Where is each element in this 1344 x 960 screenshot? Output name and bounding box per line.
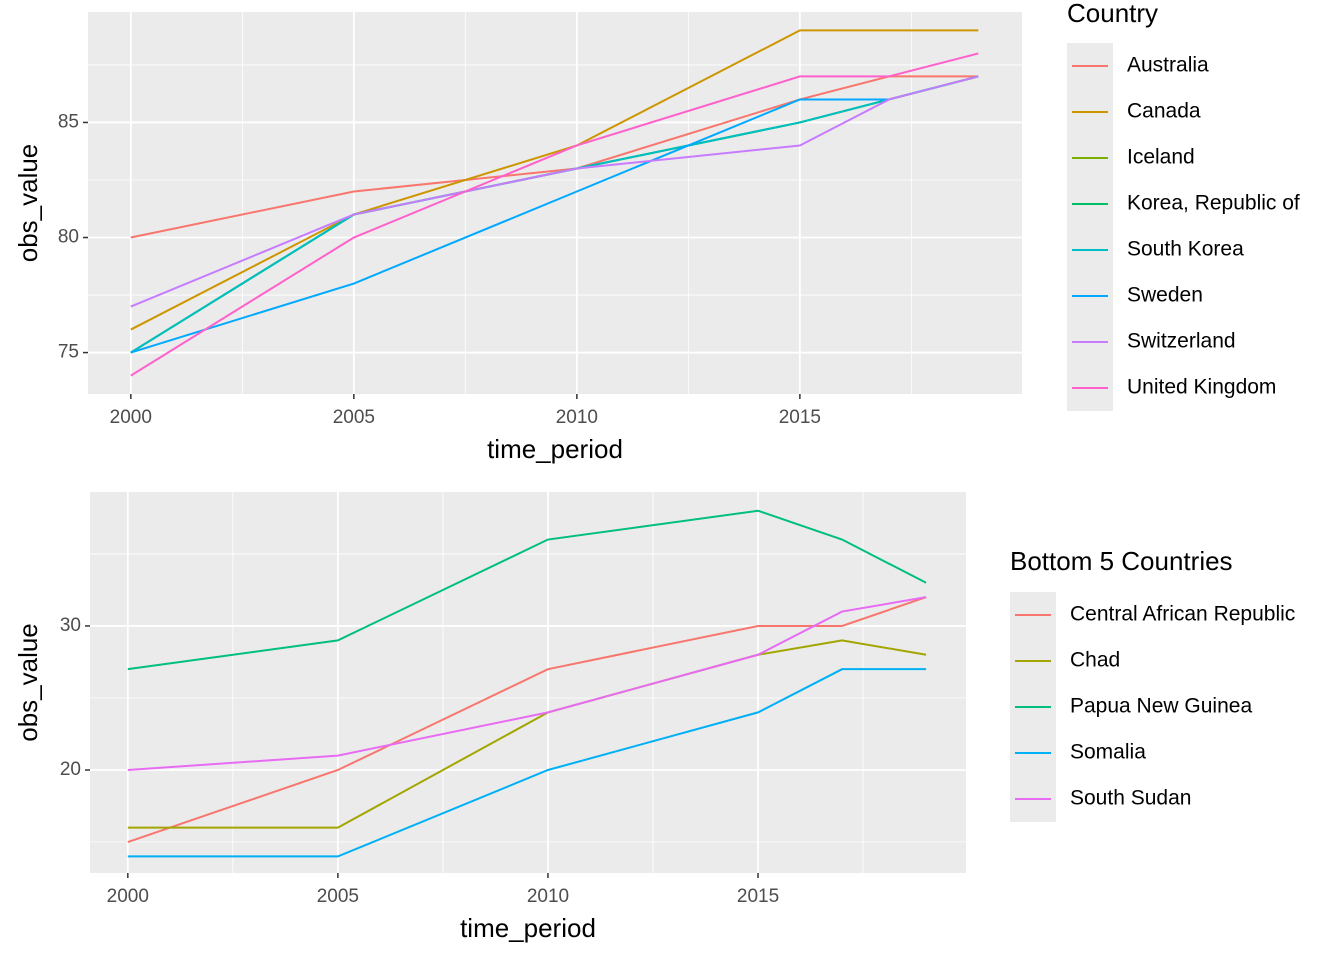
legend-title: Country — [1067, 0, 1158, 28]
x-axis-title: time_period — [460, 913, 596, 943]
x-tick-label: 2000 — [110, 407, 152, 428]
x-tick-label: 2015 — [737, 886, 779, 907]
plot-background — [88, 12, 1022, 394]
chart-panel: 2000 2005 2010 2015 75 80 85 time_period obs_val… — [13, 0, 1300, 464]
x-tick-label: 2005 — [333, 407, 375, 428]
legend-label: Papua New Guinea — [1070, 695, 1252, 718]
x-tick-label: 2005 — [317, 886, 359, 907]
legend-title: Bottom 5 Countries — [1010, 546, 1233, 576]
series-line — [130, 75, 979, 308]
series-line — [130, 98, 890, 354]
y-axis-title: obs_value — [13, 623, 43, 742]
plot-background — [90, 492, 966, 873]
series-line — [127, 509, 927, 671]
x-tick-label: 2010 — [556, 407, 598, 428]
legend-label: Central African Republic — [1070, 603, 1295, 626]
y-tick-label: 80 — [58, 227, 79, 248]
legend-label: Australia — [1127, 54, 1209, 77]
legend-key-background — [1067, 43, 1113, 411]
y-tick-label: 75 — [58, 342, 79, 363]
legend-label: Chad — [1070, 649, 1120, 672]
legend-label: Korea, Republic of — [1127, 192, 1300, 215]
legend-label: Canada — [1127, 100, 1201, 123]
series-line — [127, 596, 927, 843]
legend-label: Somalia — [1070, 741, 1146, 764]
y-tick-label: 30 — [60, 615, 81, 636]
x-tick-label: 2010 — [527, 886, 569, 907]
legend-label: Iceland — [1127, 146, 1195, 169]
series-line — [127, 596, 927, 772]
legend-label: South Sudan — [1070, 787, 1191, 810]
x-axis-title: time_period — [487, 434, 623, 464]
y-axis-title: obs_value — [13, 144, 43, 263]
legend-label: Sweden — [1127, 284, 1203, 307]
x-tick-label: 2000 — [107, 886, 149, 907]
series-line — [127, 668, 927, 858]
legend-label: Switzerland — [1127, 330, 1236, 353]
legend-label: South Korea — [1127, 238, 1244, 261]
legend-label: United Kingdom — [1127, 376, 1276, 399]
y-tick-label: 20 — [60, 759, 81, 780]
chart-panel: 2000 2005 2010 2015 20 30 time_period obs_value… — [13, 492, 1295, 943]
series-line — [130, 52, 979, 377]
y-tick-label: 85 — [58, 111, 79, 132]
series-line — [130, 75, 979, 239]
series-line — [130, 29, 979, 331]
x-tick-label: 2015 — [779, 407, 821, 428]
